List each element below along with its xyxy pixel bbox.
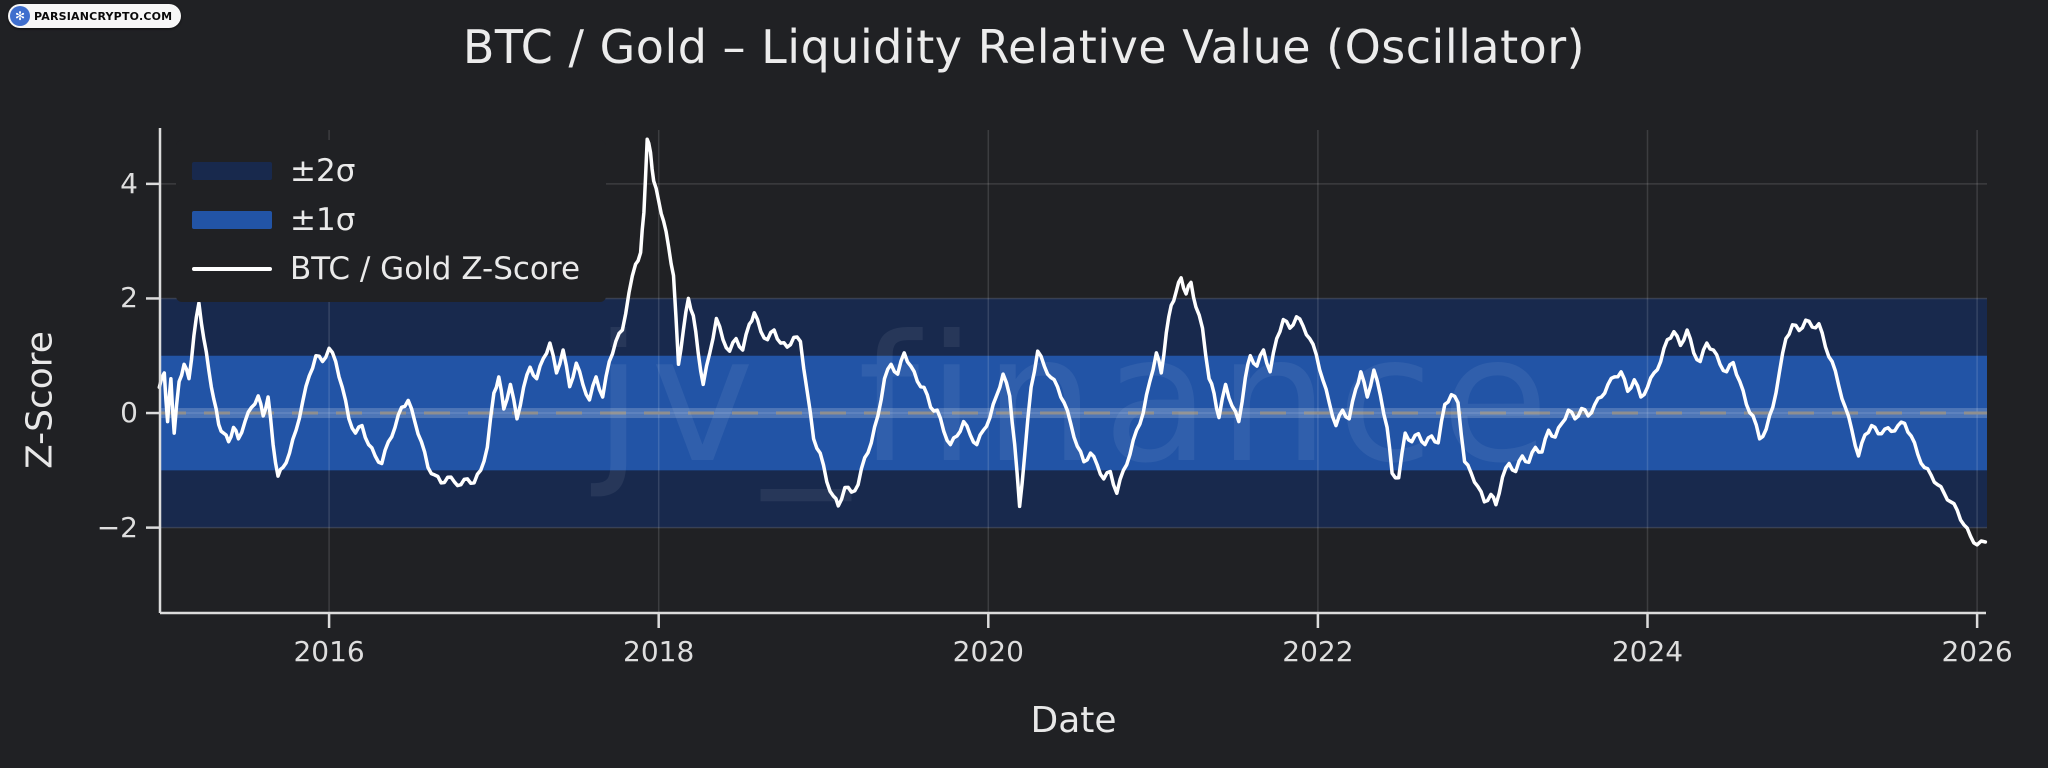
legend-swatch-2sigma-band [192,162,272,180]
watermark-text: jv_finance [590,299,1557,502]
sigma-band-1 [160,355,1987,471]
x-tick-label: 2020 [952,635,1024,668]
legend-swatch-zscore-line [192,267,272,271]
zero-stripe [160,408,1987,419]
legend-entry-2sigma: ±2σ [192,152,580,190]
x-tick-label: 2018 [623,635,695,668]
chart-title: BTC / Gold – Liquidity Relative Value (O… [462,20,1586,74]
legend-entry-zscore: BTC / Gold Z-Score [192,250,580,288]
legend-entry-1sigma: ±1σ [192,201,580,239]
legend-label: ±1σ [290,202,356,238]
chart-legend: ±2σ ±1σ BTC / Gold Z-Score [176,140,607,302]
x-tick-label: 2022 [1282,635,1354,668]
y-tick-label: 0 [120,396,138,430]
logo-text: PARSIANCRYPTO.COM [34,9,173,23]
x-tick-label: 2026 [1941,635,2013,668]
x-tick-label: 2016 [293,635,365,668]
y-tick-label: 2 [120,281,138,315]
legend-label: BTC / Gold Z-Score [290,251,581,287]
y-tick-label: 4 [120,166,138,200]
x-tick-label: 2024 [1611,635,1684,668]
parsiancrypto-logo[interactable]: ✻ PARSIANCRYPTO.COM [8,4,182,28]
zscore-line [157,137,1988,547]
legend-label: ±2σ [290,153,356,189]
crypto-coin-icon: ✻ [10,6,30,26]
y-tick-label: −2 [96,510,138,544]
x-axis-label: Date [1030,700,1117,741]
legend-swatch-1sigma-band [192,211,272,229]
